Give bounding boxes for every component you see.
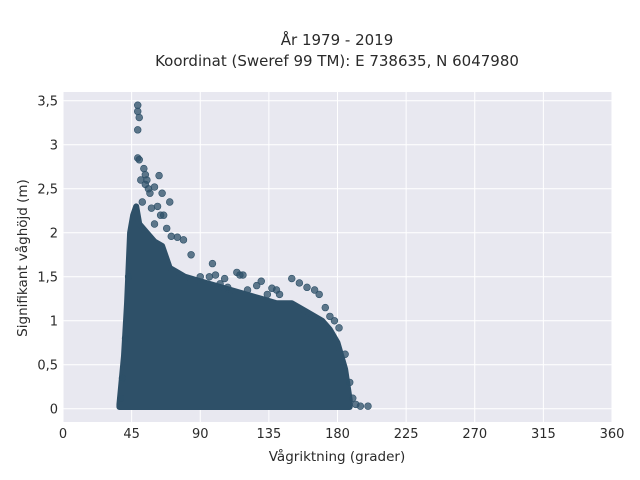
x-tick-label: 270 [462,427,487,442]
x-axis-label: Vågriktning (grader) [269,448,406,465]
x-tick-label: 135 [256,427,281,442]
scatter-point [158,189,166,197]
scatter-point [205,273,214,281]
scatter-point [134,107,142,116]
chart-title-line1: År 1979 - 2019 [281,30,394,49]
scatter-point [252,281,261,290]
scatter-point [224,283,232,292]
scatter-point [179,236,188,244]
scatter-point [153,202,162,211]
scatter-point [208,259,217,268]
scatter-point [243,286,252,294]
y-tick-label: 0,5 [37,358,58,373]
scatter-point [173,233,182,241]
scatter-point [275,290,284,299]
scatter-point [137,176,145,184]
scatter-point [330,317,339,325]
scatter-point [121,334,130,343]
scatter-point [117,394,125,402]
scatter-point [346,378,354,387]
y-tick-label: 3 [50,138,58,153]
scatter-point [187,251,195,259]
scatter-point [315,290,323,299]
scatter-point [146,189,154,197]
scatter-point [163,224,171,233]
scatter-point [310,286,319,294]
scatter-point [135,156,143,164]
x-tick-label: 45 [123,427,140,442]
scatter-point [364,402,372,410]
y-tick-labels: 0 0,5 1 1,5 2 2,5 3 3,5 [37,94,58,417]
scatter-point [295,279,304,287]
scatter-point [257,277,265,285]
chart-title-line2: Koordinat (Sweref 99 TM): E 738635, N 60… [155,52,519,70]
x-tick-label: 315 [531,427,556,442]
scatter-point [159,211,168,219]
scatter-point [150,220,159,228]
scatter-point [216,280,224,288]
x-tick-label: 180 [325,427,350,442]
scatter-point [138,198,147,206]
scatter-point [134,101,142,109]
scatter-point [140,164,148,173]
x-tick-label: 90 [192,427,209,442]
scatter-point [135,113,143,122]
x-tick-label: 0 [59,427,67,442]
scatter-point [356,402,365,410]
x-tick-label: 360 [600,427,625,442]
scatter-point [118,374,127,382]
y-tick-label: 0 [50,402,58,417]
scatter-point [220,274,229,283]
scatter-point [147,204,156,212]
scatter-point [288,274,296,283]
scatter-point [349,394,357,402]
scatter-point [335,324,343,332]
scatter-point [263,290,272,299]
scatter-point [303,283,311,292]
dense-point-cloud [116,203,353,411]
scatter-point [155,171,163,180]
y-tick-label: 1 [50,314,58,329]
scatter-point [239,271,247,279]
scatter-point [326,312,334,321]
y-axis-label: Signifikant våghöjd (m) [14,179,31,337]
y-tick-label: 1,5 [37,270,58,285]
y-tick-label: 2,5 [37,182,58,197]
scatter-points [117,101,372,410]
scatter-point [211,271,220,279]
y-tick-label: 2 [50,226,58,241]
dense-cloud-area [116,203,353,411]
scatter-point [124,273,133,281]
scatter-point [321,303,329,312]
x-tick-labels: 0 45 90 135 180 225 270 315 360 [59,427,625,442]
x-tick-label: 225 [394,427,419,442]
scatter-point [134,126,142,134]
scatter-point [167,232,175,241]
scatter-point [166,198,174,206]
scatter-point [150,183,159,191]
scatter-point [196,273,204,281]
scatter-point [341,350,349,358]
y-tick-label: 3,5 [37,94,58,109]
